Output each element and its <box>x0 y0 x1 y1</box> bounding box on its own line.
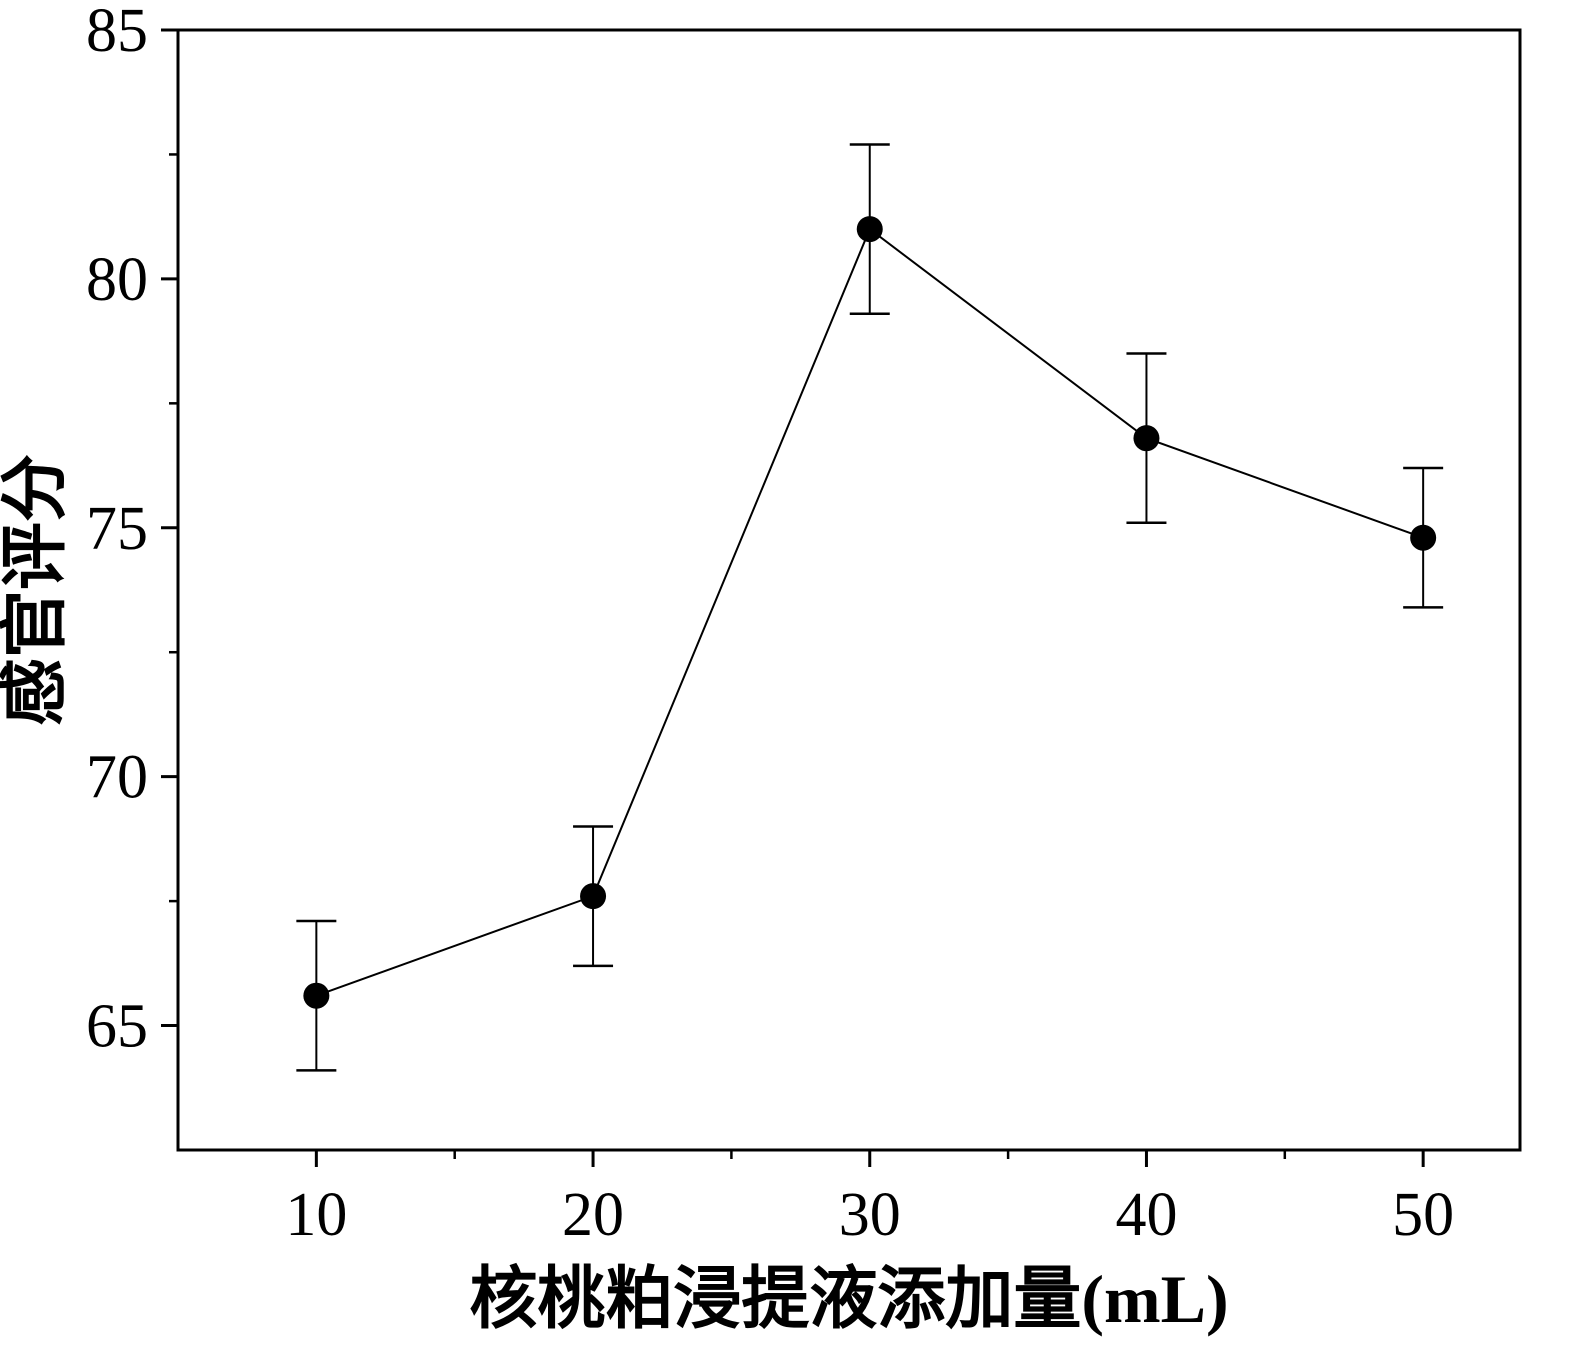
x-tick-label: 50 <box>1392 1181 1454 1249</box>
x-tick-label: 30 <box>839 1181 901 1249</box>
y-tick-label: 70 <box>86 744 148 812</box>
y-tick-label: 80 <box>86 246 148 314</box>
y-tick-label: 65 <box>86 993 148 1061</box>
plot-frame <box>176 28 1522 1152</box>
data-point <box>1410 524 1437 551</box>
x-tick-label: 20 <box>562 1181 624 1249</box>
data-point <box>303 982 330 1009</box>
y-tick-label: 75 <box>86 495 148 563</box>
x-axis-label: 核桃粕浸提液添加量(mL) <box>469 1261 1228 1337</box>
x-tick-label: 10 <box>285 1181 347 1249</box>
data-point <box>856 216 883 243</box>
data-point <box>580 883 607 910</box>
x-tick-label: 40 <box>1115 1181 1177 1249</box>
y-axis: 65 70 75 80 85 <box>86 0 178 1061</box>
data-points <box>303 216 1437 1009</box>
y-axis-label: 感官评分 <box>0 454 73 726</box>
x-axis: 10 20 30 40 50 <box>285 1150 1454 1249</box>
data-point <box>1133 425 1160 452</box>
y-tick-label: 85 <box>86 0 148 65</box>
